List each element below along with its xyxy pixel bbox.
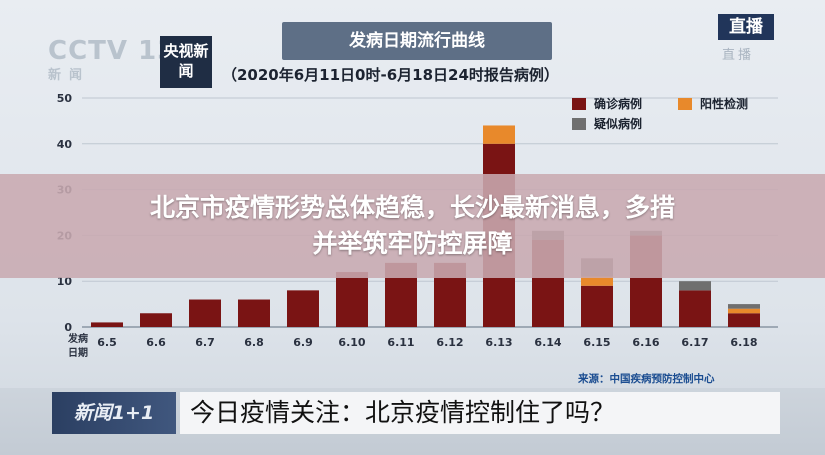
x-tick-label: 6.18 — [730, 336, 757, 349]
y-tick-label: 50 — [57, 92, 73, 105]
bar-segment — [679, 290, 711, 327]
bar-segment — [189, 300, 221, 327]
bar-segment — [728, 309, 760, 314]
headline-banner-text: 北京市疫情形势总体趋稳，长沙最新消息，多措 并举筑牢防控屏障 — [0, 190, 825, 262]
x-tick-label: 6.10 — [338, 336, 365, 349]
y-tick-label: 0 — [64, 321, 72, 334]
x-axis-label-line-2: 日期 — [68, 346, 88, 359]
x-tick-label: 6.7 — [195, 336, 215, 349]
x-tick-label: 6.11 — [387, 336, 414, 349]
program-tag: 新闻1+1 — [52, 392, 176, 434]
x-tick-label: 6.5 — [97, 336, 117, 349]
bar-segment — [483, 125, 515, 143]
x-tick-label: 6.14 — [534, 336, 561, 349]
bar-segment — [140, 313, 172, 327]
bar-segment — [91, 322, 123, 327]
bar-segment — [581, 286, 613, 327]
y-tick-label: 40 — [57, 138, 73, 151]
bar-segment — [287, 290, 319, 327]
legend-swatch — [572, 118, 586, 130]
bar-segment — [336, 272, 368, 327]
banner-line-2: 并举筑牢防控屏障 — [0, 226, 825, 262]
x-tick-label: 6.15 — [583, 336, 610, 349]
x-tick-label: 6.9 — [293, 336, 313, 349]
legend-swatch — [678, 98, 692, 110]
x-tick-label: 6.16 — [632, 336, 659, 349]
lower-third-headline: 今日疫情关注：北京疫情控制住了吗？ — [180, 392, 780, 434]
x-tick-label: 6.17 — [681, 336, 708, 349]
x-axis-label-line-1: 发病 — [67, 332, 88, 345]
bar-segment — [238, 300, 270, 327]
chart-source: 来源：中国疾病预防控制中心 — [578, 371, 715, 386]
x-tick-label: 6.12 — [436, 336, 463, 349]
banner-line-1: 北京市疫情形势总体趋稳，长沙最新消息，多措 — [0, 190, 825, 226]
legend-label: 疑似病例 — [594, 116, 642, 131]
bar-segment — [728, 304, 760, 309]
bar-segment — [679, 281, 711, 290]
x-tick-label: 6.13 — [485, 336, 512, 349]
legend-label: 确诊病例 — [594, 96, 642, 111]
x-tick-label: 6.6 — [146, 336, 166, 349]
bar-segment — [728, 313, 760, 327]
legend-label: 阳性检测 — [700, 96, 748, 111]
x-tick-label: 6.8 — [244, 336, 264, 349]
legend-swatch — [572, 98, 586, 110]
